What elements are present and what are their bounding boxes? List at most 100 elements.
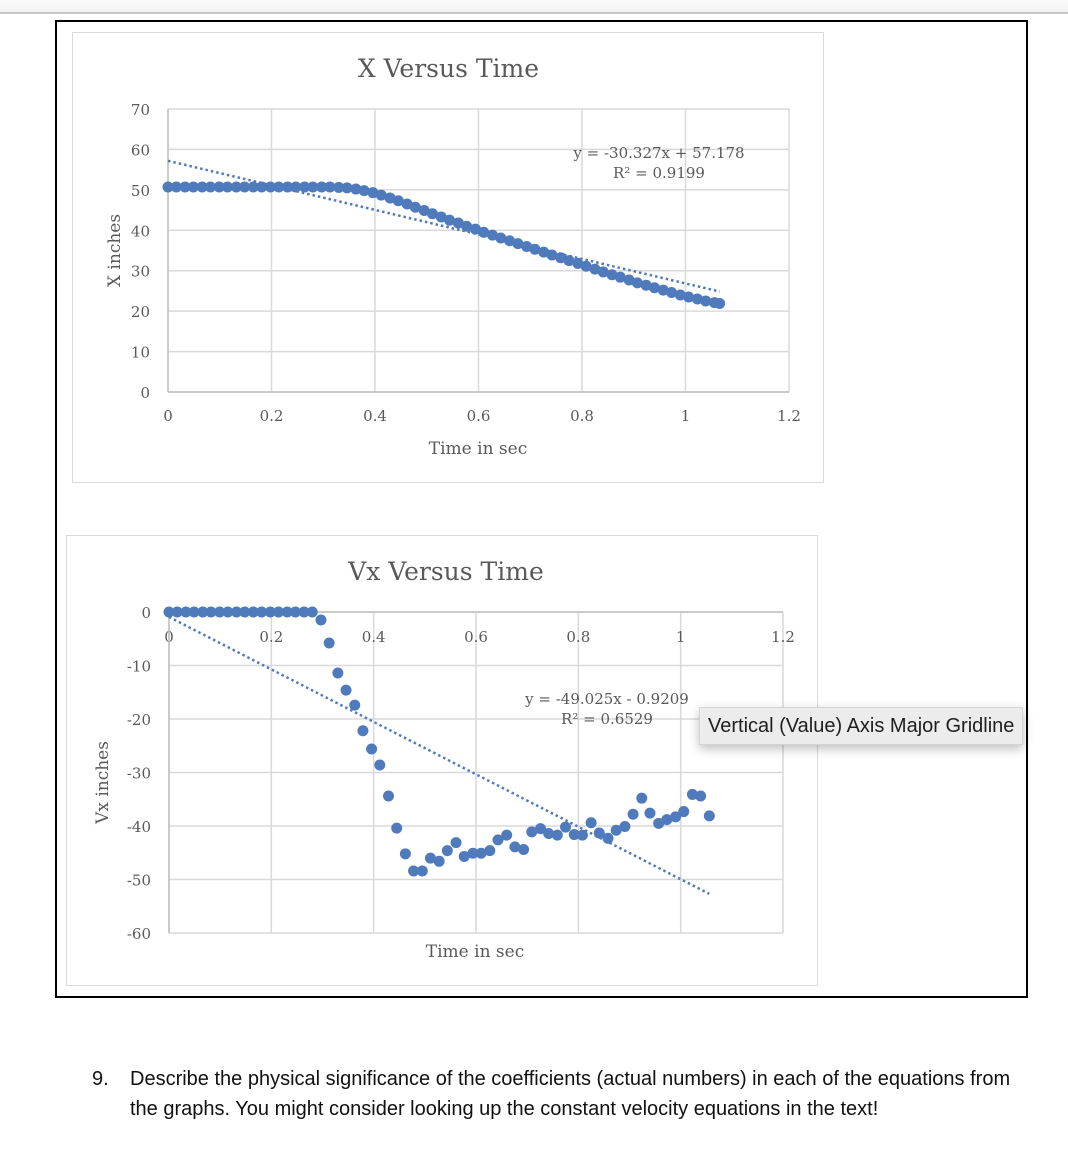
data-point[interactable] xyxy=(179,181,191,193)
data-point[interactable] xyxy=(714,297,726,309)
data-point[interactable] xyxy=(222,606,234,618)
data-point[interactable] xyxy=(521,240,533,252)
data-point[interactable] xyxy=(383,790,395,802)
data-point[interactable] xyxy=(469,223,481,235)
data-point[interactable] xyxy=(518,844,530,856)
data-point[interactable] xyxy=(568,829,580,841)
data-point[interactable] xyxy=(475,847,487,859)
data-point[interactable] xyxy=(461,220,473,232)
trendline-equation[interactable]: y = -30.327x + 57.178 xyxy=(572,144,744,162)
data-point[interactable] xyxy=(281,606,293,618)
data-point[interactable] xyxy=(315,614,327,626)
trendline-r-squared[interactable]: R² = 0.6529 xyxy=(561,710,653,728)
data-point[interactable] xyxy=(264,606,276,618)
data-point[interactable] xyxy=(678,806,690,818)
data-point[interactable] xyxy=(298,606,310,618)
data-point[interactable] xyxy=(340,684,352,696)
data-point[interactable] xyxy=(180,606,192,618)
data-point[interactable] xyxy=(614,271,626,283)
data-point[interactable] xyxy=(551,829,563,841)
data-point[interactable] xyxy=(648,282,660,294)
data-point[interactable] xyxy=(341,182,353,194)
data-point[interactable] xyxy=(230,181,242,193)
trendline-r-squared[interactable]: R² = 0.9199 xyxy=(613,164,705,182)
data-point[interactable] xyxy=(526,826,538,838)
data-point[interactable] xyxy=(509,841,521,853)
data-point[interactable] xyxy=(282,181,294,193)
data-point[interactable] xyxy=(691,293,703,305)
data-point[interactable] xyxy=(374,759,386,771)
trendline-equation[interactable]: y = -49.025x - 0.9209 xyxy=(524,690,689,708)
data-point[interactable] xyxy=(197,606,209,618)
data-point[interactable] xyxy=(187,181,199,193)
data-point[interactable] xyxy=(653,817,665,829)
data-point[interactable] xyxy=(424,852,436,864)
data-point[interactable] xyxy=(247,606,259,618)
data-point[interactable] xyxy=(239,181,251,193)
data-point[interactable] xyxy=(441,845,453,857)
data-point[interactable] xyxy=(247,181,259,193)
data-point[interactable] xyxy=(214,606,226,618)
data-point[interactable] xyxy=(391,822,403,834)
data-point[interactable] xyxy=(222,181,234,193)
data-point[interactable] xyxy=(306,606,318,618)
data-point[interactable] xyxy=(171,606,183,618)
data-point[interactable] xyxy=(495,232,507,244)
data-point[interactable] xyxy=(162,181,174,193)
data-point[interactable] xyxy=(585,817,597,829)
linear-trendline[interactable] xyxy=(168,615,710,896)
data-point[interactable] xyxy=(610,824,622,836)
data-point[interactable] xyxy=(623,274,635,286)
data-point[interactable] xyxy=(593,827,605,839)
data-point[interactable] xyxy=(534,823,546,835)
data-point[interactable] xyxy=(256,606,268,618)
data-point[interactable] xyxy=(264,181,276,193)
data-point[interactable] xyxy=(333,181,345,193)
data-point[interactable] xyxy=(606,269,618,281)
data-point[interactable] xyxy=(644,807,656,819)
data-point[interactable] xyxy=(666,287,678,299)
data-point[interactable] xyxy=(657,284,669,296)
data-point[interactable] xyxy=(375,189,387,201)
data-point[interactable] xyxy=(484,845,496,857)
data-point[interactable] xyxy=(686,788,698,800)
data-point[interactable] xyxy=(563,255,575,267)
data-point[interactable] xyxy=(450,837,462,849)
data-point[interactable] xyxy=(357,725,369,737)
data-point[interactable] xyxy=(674,289,686,301)
data-point[interactable] xyxy=(504,235,516,247)
data-point[interactable] xyxy=(576,829,588,841)
data-point[interactable] xyxy=(350,183,362,195)
data-point[interactable] xyxy=(323,637,335,649)
data-point[interactable] xyxy=(239,606,251,618)
x-versus-time-chart[interactable]: X Versus Time 0 10 20 30 40 50 60 70 0 0.2 0.4 0.6 0.… xyxy=(72,32,824,483)
data-point[interactable] xyxy=(572,257,584,269)
data-point[interactable] xyxy=(492,834,504,846)
data-point[interactable] xyxy=(661,814,673,826)
data-point[interactable] xyxy=(501,829,513,841)
data-point[interactable] xyxy=(580,260,592,272)
data-point[interactable] xyxy=(512,238,524,250)
data-point[interactable] xyxy=(529,243,541,255)
data-point[interactable] xyxy=(486,229,498,241)
data-point[interactable] xyxy=(399,848,411,860)
vx-versus-time-plot[interactable]: Vx Versus Time0-10-20-30-40-50-6000.20.4… xyxy=(67,536,819,987)
vx-versus-time-chart[interactable]: Vx Versus Time0-10-20-30-40-50-6000.20.4… xyxy=(66,535,818,986)
data-point[interactable] xyxy=(703,810,715,822)
data-point[interactable] xyxy=(349,699,361,711)
data-point[interactable] xyxy=(213,181,225,193)
data-point[interactable] xyxy=(700,295,712,307)
data-point[interactable] xyxy=(640,279,652,291)
data-point[interactable] xyxy=(196,181,208,193)
data-point[interactable] xyxy=(452,217,464,229)
data-point[interactable] xyxy=(205,606,217,618)
data-point[interactable] xyxy=(543,827,555,839)
data-point[interactable] xyxy=(204,181,216,193)
data-point[interactable] xyxy=(435,211,447,223)
data-point[interactable] xyxy=(416,865,428,877)
data-point[interactable] xyxy=(589,263,601,275)
data-point[interactable] xyxy=(188,606,200,618)
data-point[interactable] xyxy=(695,790,707,802)
data-point[interactable] xyxy=(170,181,182,193)
data-point[interactable] xyxy=(538,246,550,258)
